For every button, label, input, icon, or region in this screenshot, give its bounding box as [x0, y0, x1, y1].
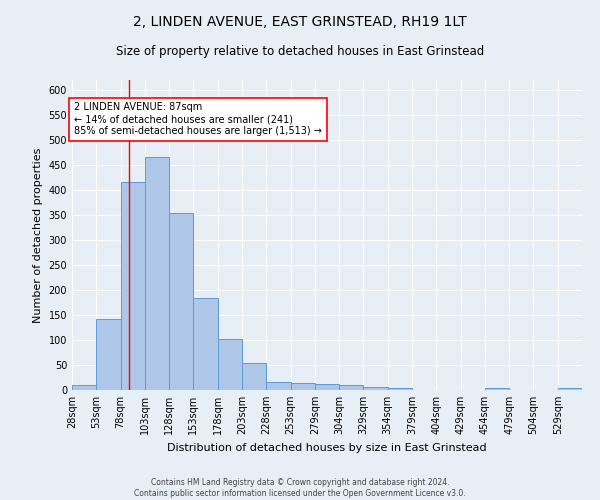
Bar [266, 382, 290, 390]
X-axis label: Distribution of detached houses by size in East Grinstead: Distribution of detached houses by size … [167, 442, 487, 452]
Bar [218, 338, 242, 390]
Text: 2, LINDEN AVENUE, EAST GRINSTEAD, RH19 1LT: 2, LINDEN AVENUE, EAST GRINSTEAD, RH19 1… [133, 15, 467, 29]
Bar [558, 388, 582, 390]
Text: Contains HM Land Registry data © Crown copyright and database right 2024.
Contai: Contains HM Land Registry data © Crown c… [134, 478, 466, 498]
Bar [485, 388, 509, 390]
Text: Size of property relative to detached houses in East Grinstead: Size of property relative to detached ho… [116, 45, 484, 58]
Bar [315, 384, 339, 390]
Bar [121, 182, 145, 390]
Bar [290, 383, 315, 390]
Bar [145, 157, 169, 390]
Bar [364, 387, 388, 390]
Bar [96, 318, 121, 390]
Bar [193, 298, 218, 390]
Bar [169, 212, 193, 390]
Y-axis label: Number of detached properties: Number of detached properties [33, 148, 43, 322]
Text: 2 LINDEN AVENUE: 87sqm
← 14% of detached houses are smaller (241)
85% of semi-de: 2 LINDEN AVENUE: 87sqm ← 14% of detached… [74, 102, 322, 136]
Bar [72, 385, 96, 390]
Bar [388, 388, 412, 390]
Bar [242, 363, 266, 390]
Bar [339, 385, 364, 390]
